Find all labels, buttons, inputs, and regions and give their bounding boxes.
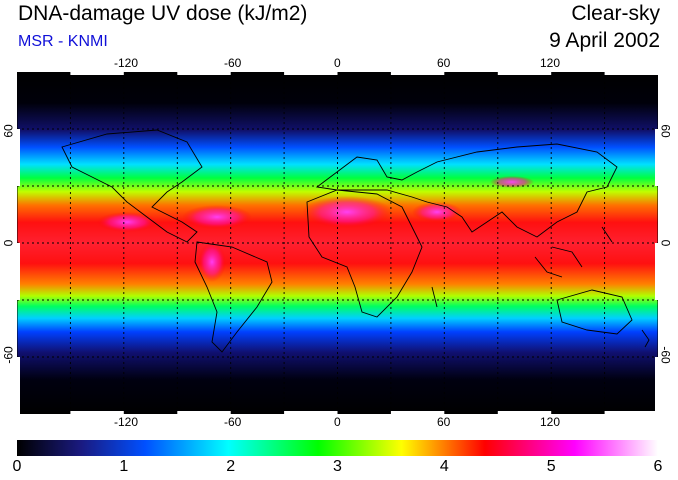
lat-tick-left-1: 60 [1, 124, 16, 138]
lon-tick-top-1: -120 [114, 56, 139, 70]
lat-tick-right-2: 0 [658, 239, 673, 247]
lon-tick-bottom-5: 120 [540, 415, 561, 429]
map-title: DNA-damage UV dose (kJ/m2) [18, 2, 308, 25]
uv-dose-map [17, 72, 658, 414]
hotspot-andes [198, 242, 226, 282]
colorbar-label-3: 3 [333, 458, 342, 475]
lon-tick-top-2: -60 [224, 56, 242, 70]
lon-tick-top-5: 120 [540, 56, 561, 70]
colorbar-label-1: 1 [119, 458, 129, 475]
hotspot-tibet [490, 176, 534, 188]
map-date: 9 April 2002 [549, 29, 660, 52]
hotspot-atlantic [182, 205, 252, 229]
hotspot-sahara [302, 196, 392, 228]
lon-tick-bottom-3: 0 [334, 415, 341, 429]
lon-tick-top-4: 60 [437, 56, 451, 70]
lon-tick-top-3: 0 [334, 56, 341, 70]
hotspot-arabia [412, 202, 462, 222]
coastlines [61, 129, 650, 353]
colorbar-label-6: 6 [653, 458, 663, 475]
lat-tick-left-2: 0 [1, 239, 16, 247]
colorbar [17, 440, 658, 456]
lon-tick-bottom-4: 60 [437, 415, 451, 429]
lon-tick-bottom-1: -120 [114, 415, 139, 429]
colorbar-label-5: 5 [546, 458, 556, 475]
lon-tick-bottom-2: -60 [224, 415, 242, 429]
colorbar-label-4: 4 [439, 458, 449, 475]
graticule [17, 72, 658, 414]
source-label: MSR - KNMI [18, 33, 108, 50]
hotspot-pacific [97, 212, 157, 232]
sky-condition: Clear-sky [571, 2, 660, 25]
colorbar-label-0: 0 [12, 458, 22, 475]
lat-tick-right-3: -60 [658, 346, 673, 364]
lat-tick-left-3: -60 [1, 346, 16, 364]
colorbar-label-2: 2 [226, 458, 236, 475]
lat-tick-right-1: 60 [658, 124, 673, 138]
map-frame [17, 72, 658, 414]
